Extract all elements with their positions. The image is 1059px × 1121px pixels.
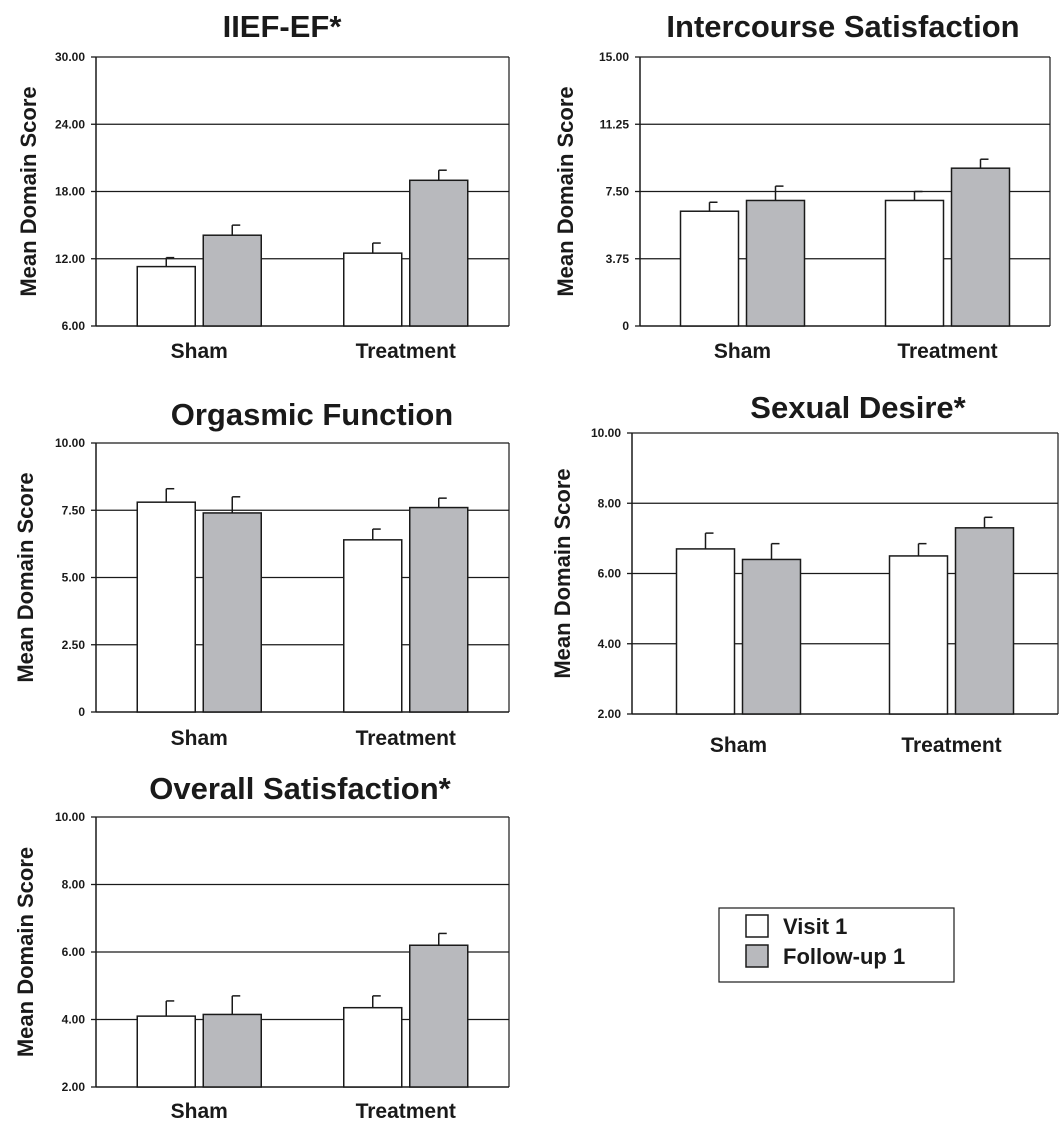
y-tick-label: 10.00 — [55, 810, 85, 824]
chart-title: Intercourse Satisfaction — [666, 9, 1019, 44]
legend-swatch-followup1 — [745, 944, 769, 968]
y-tick-label: 8.00 — [62, 878, 86, 892]
chart-panel-2: Intercourse Satisfaction Mean Domain Scor… — [553, 9, 1051, 363]
x-category-label: Sham — [171, 340, 228, 363]
x-category-label: Sham — [714, 340, 771, 363]
chart-panel-3: Orgasmic Function Mean Domain Score 0 2.50 5… — [13, 397, 510, 750]
x-category-label: Sham — [171, 727, 228, 750]
y-tick-label: 4.00 — [598, 637, 622, 651]
y-tick-label: 2.50 — [62, 638, 86, 652]
legend: Visit 1 Follow-up 1 — [718, 907, 955, 983]
chart-title: Sexual Desire* — [750, 390, 966, 425]
y-tick-label: 0 — [622, 319, 629, 333]
y-tick-label: 7.50 — [606, 185, 630, 199]
legend-label-visit1: Visit 1 — [783, 914, 847, 939]
bar-followup1-treatment — [409, 506, 469, 713]
y-tick-label: 12.00 — [55, 252, 85, 266]
bar-followup1-sham — [202, 234, 262, 327]
chart-panel-5: Overall Satisfaction* Mean Domain Score 2.… — [13, 771, 510, 1121]
x-category-label: Sham — [171, 1100, 228, 1121]
y-axis-label: Mean Domain Score — [550, 468, 575, 678]
y-tick-label: 8.00 — [598, 496, 622, 510]
y-tick-label: 6.00 — [62, 319, 86, 333]
bar-followup1-treatment — [409, 179, 469, 327]
y-tick-label: 18.00 — [55, 185, 85, 199]
bar-visit1-sham — [136, 265, 196, 327]
x-category-label: Treatment — [901, 734, 1001, 757]
y-tick-label: 7.50 — [62, 503, 86, 517]
bar-visit1-sham — [679, 210, 740, 327]
bar-visit1-treatment — [343, 252, 403, 327]
y-tick-label: 10.00 — [591, 426, 621, 440]
chart-panel-4: Sexual Desire* Mean Domain Score 2.00 4.00 6… — [550, 390, 1059, 757]
x-category-label: Treatment — [356, 1100, 456, 1121]
bar-visit1-treatment — [343, 539, 403, 713]
x-category-label: Treatment — [356, 340, 456, 363]
charts-layer: IIEF-EF* Mean Domain Score 6.00 12.00 18.00 2… — [13, 9, 1059, 1121]
bar-followup1-treatment — [950, 167, 1011, 327]
legend-label-followup1: Follow-up 1 — [783, 944, 905, 969]
x-category-label: Sham — [710, 734, 767, 757]
bar-visit1-sham — [136, 1015, 196, 1088]
x-category-label: Treatment — [897, 340, 997, 363]
y-tick-label: 30.00 — [55, 50, 85, 64]
y-tick-label: 15.00 — [599, 50, 629, 64]
bar-followup1-sham — [202, 512, 262, 713]
chart-title: Overall Satisfaction* — [149, 771, 451, 806]
y-tick-label: 2.00 — [598, 707, 622, 721]
y-axis-label: Mean Domain Score — [13, 847, 38, 1057]
y-tick-label: 24.00 — [55, 117, 85, 131]
bar-visit1-treatment — [884, 199, 945, 327]
bar-followup1-sham — [202, 1013, 262, 1088]
bar-followup1-sham — [741, 558, 802, 715]
bar-visit1-treatment — [343, 1006, 403, 1088]
y-tick-label: 6.00 — [62, 945, 86, 959]
bar-followup1-treatment — [954, 527, 1015, 715]
y-tick-label: 6.00 — [598, 567, 622, 581]
bar-visit1-sham — [136, 501, 196, 713]
chart-title: IIEF-EF* — [223, 9, 343, 44]
x-category-label: Treatment — [356, 727, 456, 750]
bar-visit1-treatment — [888, 555, 949, 715]
y-tick-label: 3.75 — [606, 252, 630, 266]
y-tick-label: 2.00 — [62, 1080, 86, 1094]
bar-followup1-sham — [745, 199, 806, 327]
legend-swatch-visit1 — [745, 914, 769, 938]
y-tick-label: 0 — [78, 705, 85, 719]
y-tick-label: 5.00 — [62, 571, 86, 585]
y-tick-label: 4.00 — [62, 1013, 86, 1027]
chart-title: Orgasmic Function — [171, 397, 453, 432]
y-tick-label: 10.00 — [55, 436, 85, 450]
chart-panel-1: IIEF-EF* Mean Domain Score 6.00 12.00 18.00 2… — [16, 9, 510, 363]
y-axis-label: Mean Domain Score — [553, 86, 578, 296]
y-axis-label: Mean Domain Score — [16, 86, 41, 296]
bar-followup1-treatment — [409, 944, 469, 1088]
y-tick-label: 11.25 — [600, 117, 630, 131]
bar-visit1-sham — [675, 548, 736, 715]
y-axis-label: Mean Domain Score — [13, 472, 38, 682]
